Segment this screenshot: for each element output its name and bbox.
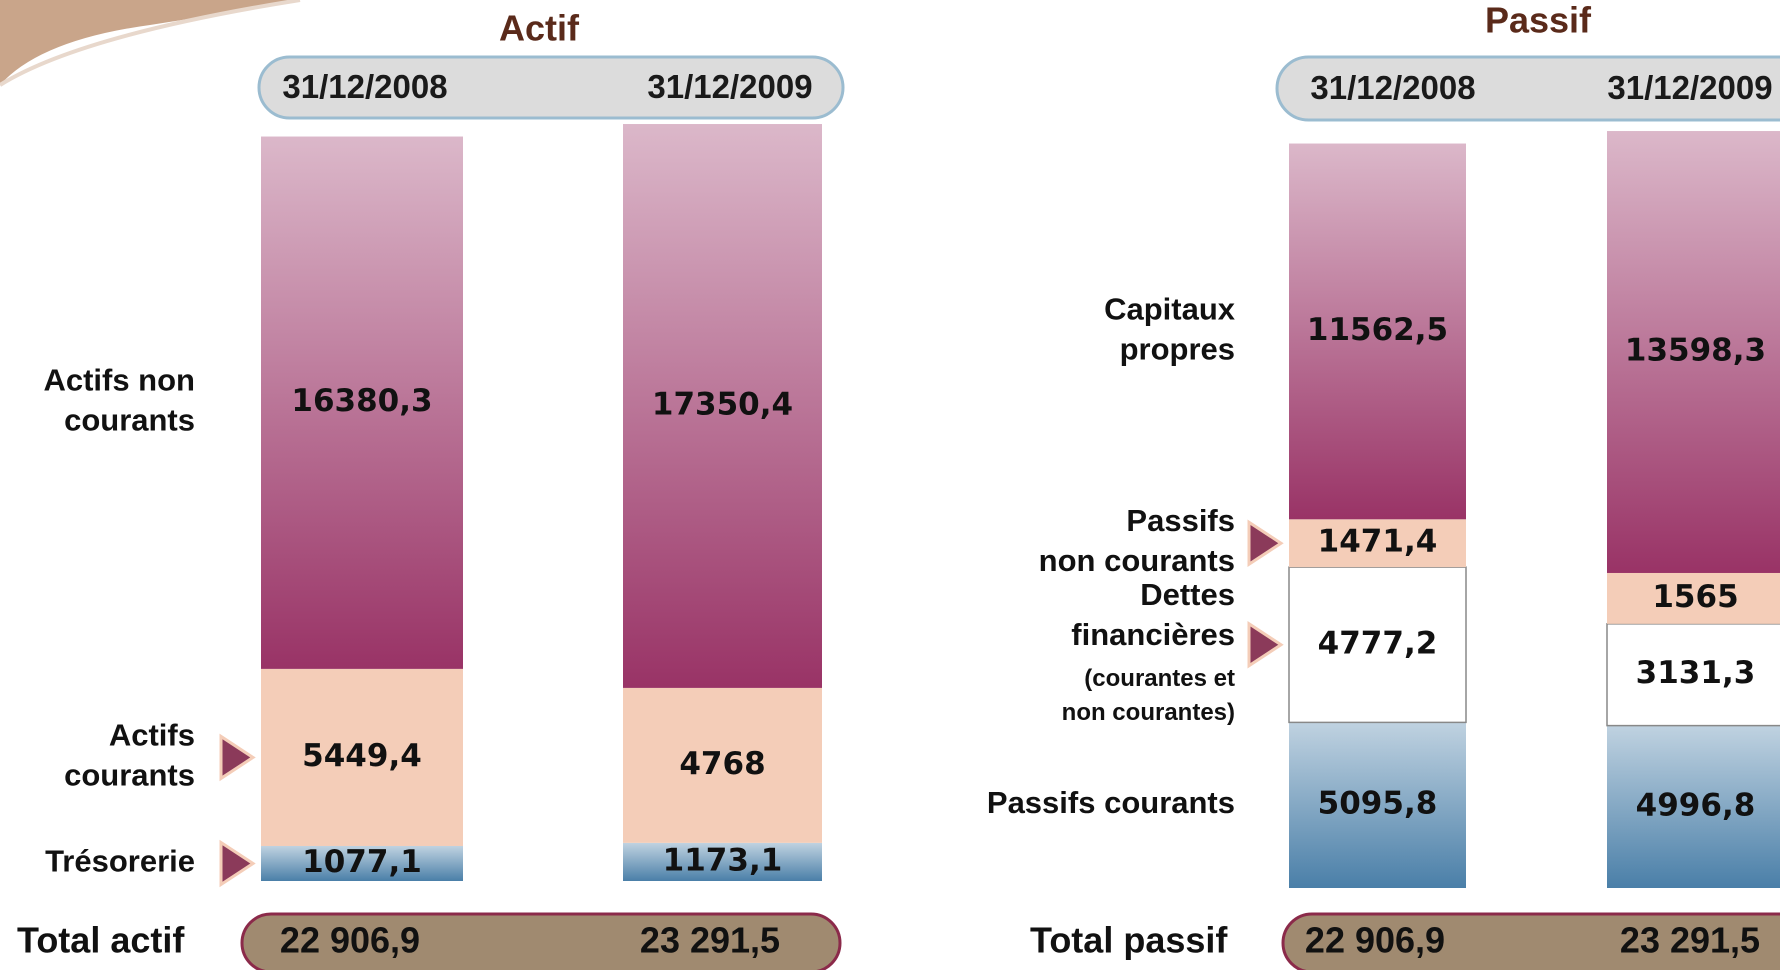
chart-title: Actif [499, 8, 580, 49]
value-label: 3131,3 [1636, 655, 1756, 691]
arrow [221, 842, 253, 884]
value-label: 1565 [1652, 579, 1738, 615]
arrow [221, 736, 253, 778]
total-value: 22 906,9 [1305, 920, 1445, 961]
category-label: 31/12/2009 [1607, 69, 1772, 106]
category-label: 31/12/2008 [282, 68, 447, 105]
total-label: Total actif [17, 920, 185, 961]
decor-image [0, 0, 300, 85]
total-value: 23 291,5 [1620, 920, 1760, 961]
total-label: Total passif [1030, 920, 1228, 961]
slide: Actif 31/12/2008 31/12/2009 1077,1 5449,4 163… [0, 0, 1780, 970]
total-value: 22 906,9 [280, 920, 420, 961]
arrow [1249, 624, 1281, 666]
value-label: 1471,4 [1318, 524, 1438, 560]
total-value: 23 291,5 [640, 920, 780, 961]
value-label: 5095,8 [1318, 786, 1438, 822]
series-label: Passifs courants [987, 785, 1235, 820]
value-label: 13598,3 [1625, 333, 1766, 369]
value-label: 1173,1 [663, 842, 783, 878]
value-label: 16380,3 [291, 383, 432, 419]
page: {"chart_data": [ {"type": "stacked-bar",… [0, 0, 1780, 970]
value-label: 4768 [679, 746, 765, 782]
series-label: Trésorerie [45, 844, 195, 879]
value-label: 4996,8 [1636, 787, 1756, 823]
chart-title: Passif [1485, 0, 1592, 41]
arrow [1249, 522, 1281, 564]
value-label: 4777,2 [1318, 625, 1438, 661]
value-label: 5449,4 [302, 738, 422, 774]
value-label: 1077,1 [302, 844, 422, 880]
value-label: 17350,4 [652, 386, 793, 422]
category-label: 31/12/2009 [647, 68, 812, 105]
category-label: 31/12/2008 [1310, 69, 1475, 106]
value-label: 11562,5 [1307, 312, 1448, 348]
